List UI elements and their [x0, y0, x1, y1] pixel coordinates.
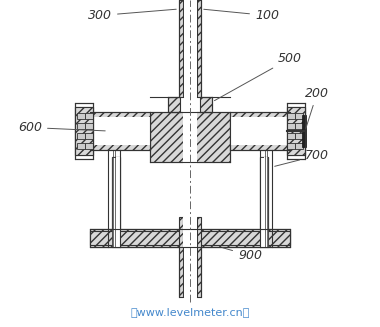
Bar — [183, 217, 197, 297]
Bar — [264, 157, 268, 247]
Bar — [230, 112, 290, 150]
Bar — [183, 102, 197, 172]
Bar — [75, 103, 93, 159]
Bar — [90, 229, 290, 247]
Text: 900: 900 — [223, 248, 262, 262]
Bar — [116, 157, 120, 247]
Bar — [287, 123, 295, 129]
Bar — [295, 113, 303, 119]
Bar — [183, 0, 197, 97]
Text: 700: 700 — [275, 149, 329, 166]
Bar — [179, 0, 183, 97]
Bar — [85, 133, 93, 139]
Bar — [179, 217, 183, 297]
Bar — [197, 0, 201, 97]
Bar — [200, 97, 212, 112]
Bar — [260, 157, 268, 247]
Bar — [77, 123, 85, 129]
Bar — [85, 113, 93, 119]
Bar — [295, 143, 303, 149]
Bar — [230, 117, 290, 145]
Bar — [295, 123, 303, 129]
Text: 600: 600 — [18, 121, 105, 134]
Bar — [112, 157, 120, 232]
Bar — [150, 112, 230, 162]
Bar — [287, 133, 295, 139]
Bar — [260, 157, 268, 247]
Text: 500: 500 — [214, 52, 302, 101]
Bar — [287, 113, 295, 119]
Bar — [260, 157, 268, 232]
Bar — [287, 103, 305, 159]
Bar — [112, 157, 120, 247]
Bar — [77, 113, 85, 119]
Bar — [75, 107, 93, 155]
Bar — [77, 143, 85, 149]
Bar — [287, 143, 295, 149]
Bar — [287, 107, 305, 155]
Text: 200: 200 — [305, 87, 329, 129]
Bar — [85, 143, 93, 149]
Bar — [90, 112, 150, 150]
Bar — [75, 107, 93, 155]
Bar — [197, 217, 201, 297]
Bar — [112, 157, 120, 247]
Bar — [287, 107, 305, 155]
Bar — [90, 117, 150, 145]
Bar — [77, 133, 85, 139]
Text: 300: 300 — [88, 9, 176, 22]
Bar — [302, 115, 306, 147]
Bar — [90, 229, 290, 247]
Bar — [295, 133, 303, 139]
Bar — [168, 97, 180, 112]
Text: （www.levelmeter.cn）: （www.levelmeter.cn） — [130, 307, 250, 317]
Bar — [85, 123, 93, 129]
Bar — [90, 231, 290, 245]
Text: 100: 100 — [204, 9, 279, 22]
